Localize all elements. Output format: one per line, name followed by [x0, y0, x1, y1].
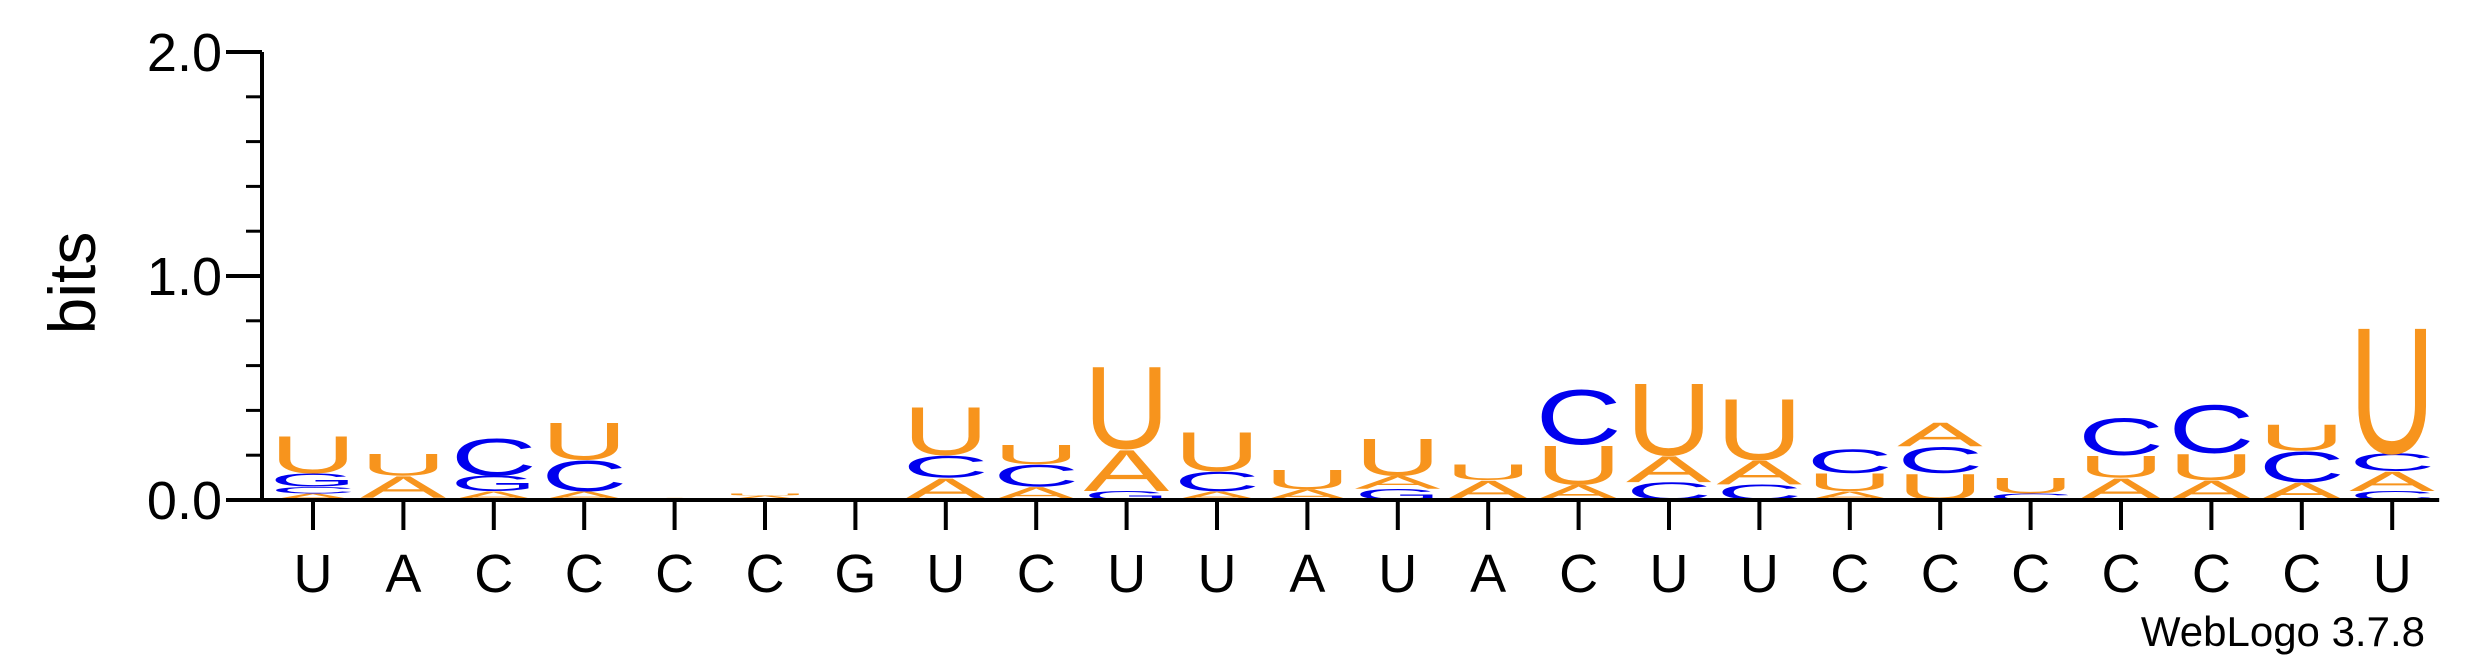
- logo-letter-G: G: [451, 471, 537, 495]
- logo-letter-U: U: [2259, 417, 2345, 459]
- logo-letter-U: U: [1536, 434, 1622, 497]
- logo-letter-C: C: [1174, 466, 1260, 497]
- logo-letter-U: U: [993, 439, 1079, 470]
- logo-letter-C: C: [903, 450, 989, 485]
- x-tick-label: A: [1470, 544, 1506, 604]
- logo-letter-C: C: [451, 428, 537, 487]
- x-tick-label: C: [746, 544, 785, 604]
- logo-letter-C: C: [1988, 492, 2074, 502]
- x-tick-label: C: [655, 544, 694, 604]
- x-tick-label: U: [1378, 544, 1417, 604]
- x-tick-label: A: [385, 544, 421, 604]
- logo-letter-U: U: [360, 447, 446, 482]
- logo-letter-U: U: [1988, 474, 2074, 498]
- logo-letter-A: A: [1355, 472, 1441, 493]
- logo-letter-U: U: [1084, 343, 1170, 475]
- y-tick-label: 1.0: [147, 247, 222, 307]
- logo-letter-C: C: [2349, 449, 2435, 477]
- logo-letter-A: A: [1716, 453, 1802, 491]
- x-tick-label: C: [1017, 544, 1056, 604]
- x-tick-label: C: [1830, 544, 1869, 604]
- y-tick-label: 0.0: [147, 471, 222, 531]
- weblogo-credit: WebLogo 3.7.8: [2141, 608, 2425, 655]
- logo-letter-C: C: [2078, 408, 2164, 467]
- axes: 0.01.02.0U A C C C C G U C U U A U A C U U C C C C C C U: [147, 23, 2440, 604]
- x-tick-label: C: [2282, 544, 2321, 604]
- logo-letter-U: U: [1807, 469, 1893, 497]
- x-tick-label: U: [1650, 544, 1689, 604]
- x-tick-label: U: [1740, 544, 1779, 604]
- logo-letter-U: U: [1174, 420, 1260, 483]
- x-tick-label: C: [2011, 544, 2050, 604]
- x-tick-label: U: [294, 544, 333, 604]
- logo-letter-U: U: [2168, 446, 2254, 488]
- letter-stacks: ACGUCAUAGCACUAAUACUACUGAUACUAUGAUAUAUCCA…: [270, 291, 2435, 508]
- logo-letter-U: U: [1626, 362, 1712, 477]
- logo-letter-U: U: [1355, 428, 1441, 487]
- x-tick-label: U: [1107, 544, 1146, 604]
- logo-letter-U: U: [2349, 291, 2435, 492]
- logo-letter-A: A: [722, 494, 808, 501]
- logo-letter-A: A: [1626, 449, 1712, 491]
- logo-letter-U: U: [1264, 464, 1350, 495]
- logo-letter-C: C: [2259, 443, 2345, 492]
- logo-letter-A: A: [270, 492, 356, 502]
- logo-letter-A: A: [1897, 415, 1983, 453]
- logo-letter-U: U: [903, 393, 989, 470]
- logo-letter-A: A: [2349, 466, 2435, 497]
- x-tick-label: C: [1921, 544, 1960, 604]
- logo-letter-C: C: [541, 452, 627, 501]
- logo-letter-U: U: [270, 425, 356, 484]
- x-tick-label: C: [565, 544, 604, 604]
- x-tick-label: G: [834, 544, 876, 604]
- logo-letter-U: U: [1445, 461, 1531, 485]
- logo-letter-U: U: [541, 412, 627, 471]
- logo-letter-U: U: [722, 493, 808, 496]
- logo-letter-G: G: [270, 470, 356, 491]
- x-tick-label: C: [2192, 544, 2231, 604]
- logo-letter-C: C: [993, 459, 1079, 494]
- logo-letter-C: C: [2168, 391, 2254, 468]
- x-tick-label: U: [1198, 544, 1237, 604]
- x-tick-label: C: [474, 544, 513, 604]
- x-tick-label: U: [926, 544, 965, 604]
- x-tick-label: C: [2102, 544, 2141, 604]
- logo-letter-C: C: [1897, 439, 1983, 481]
- logo-letter-C: C: [270, 485, 356, 495]
- x-tick-label: U: [2373, 544, 2412, 604]
- logo-letter-C: C: [1536, 374, 1622, 461]
- logo-letter-U: U: [2078, 450, 2164, 485]
- logo-letter-C: C: [1807, 442, 1893, 480]
- x-tick-label: A: [1289, 544, 1325, 604]
- x-tick-label: C: [1559, 544, 1598, 604]
- y-axis-label: bits: [35, 232, 109, 335]
- logo-letter-A: A: [1084, 438, 1170, 504]
- logo-letter-U: U: [1716, 382, 1802, 479]
- y-tick-label: 2.0: [147, 23, 222, 83]
